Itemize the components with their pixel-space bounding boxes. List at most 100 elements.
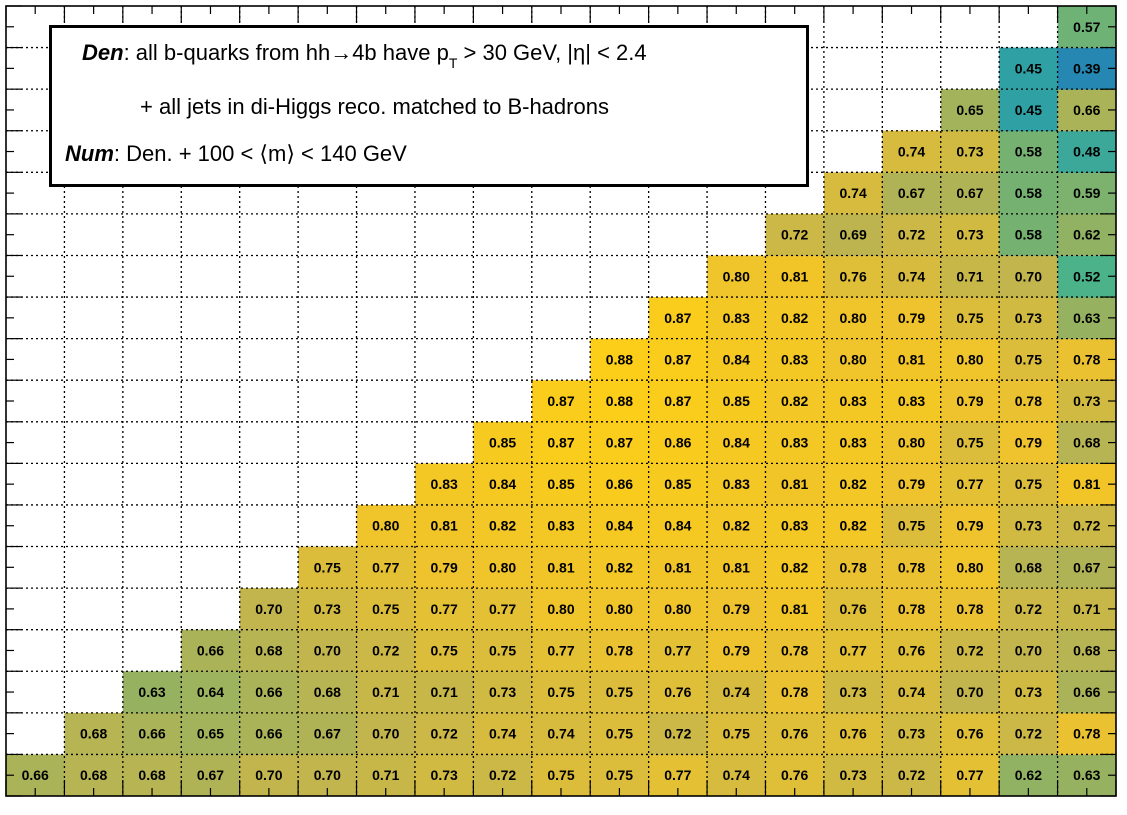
cell-value-label: 0.74: [547, 726, 574, 742]
heatmap-cell: [414, 463, 474, 506]
heatmap-cell: [1057, 338, 1117, 381]
heatmap-cell: [356, 504, 416, 548]
heatmap-cell: [1057, 89, 1117, 132]
cell-value-label: 0.75: [956, 310, 983, 326]
cell-value-label: 0.79: [898, 310, 925, 326]
heatmap-cell: [999, 172, 1059, 215]
heatmap-cell: [590, 421, 650, 464]
cell-value-label: 0.78: [956, 601, 983, 617]
heatmap-cell: [765, 671, 825, 714]
cell-value-label: 0.76: [839, 601, 866, 617]
den-line-2: + all jets in di-Higgs reco. matched to …: [140, 94, 609, 119]
heatmap-cell: [298, 671, 358, 714]
cell-value-label: 0.82: [723, 518, 750, 534]
cell-value-label: 0.75: [314, 559, 341, 575]
cell-value-label: 0.62: [1073, 227, 1100, 243]
cell-value-label: 0.78: [1015, 393, 1042, 409]
cell-value-label: 0.86: [664, 435, 691, 451]
cell-value-label: 0.66: [1073, 102, 1100, 118]
cell-value-label: 0.77: [372, 559, 399, 575]
cell-value-label: 0.76: [898, 642, 925, 658]
cell-value-label: 0.72: [372, 642, 399, 658]
heatmap-cell: [473, 463, 533, 506]
heatmap-cell: [298, 712, 358, 755]
cell-value-label: 0.79: [723, 601, 750, 617]
cell-value-label: 0.87: [547, 393, 574, 409]
heatmap-cell: [414, 712, 474, 755]
cell-value-label: 0.48: [1073, 144, 1100, 160]
cell-value-label: 0.88: [606, 393, 633, 409]
heatmap-cell: [882, 671, 942, 714]
heatmap-cell: [1057, 712, 1117, 755]
heatmap-cell: [765, 338, 825, 381]
cell-value-label: 0.73: [898, 726, 925, 742]
heatmap-cell: [1057, 588, 1117, 631]
heatmap-cell: [707, 671, 766, 714]
heatmap-cell: [999, 629, 1059, 672]
heatmap-cell: [1057, 47, 1117, 90]
cell-value-label: 0.72: [1015, 726, 1042, 742]
cell-value-label: 0.75: [606, 684, 633, 700]
cell-value-label: 0.68: [80, 726, 107, 742]
cell-value-label: 0.77: [664, 642, 691, 658]
cell-value-label: 0.75: [547, 684, 574, 700]
cell-value-label: 0.66: [1073, 684, 1100, 700]
heatmap-cell: [765, 213, 825, 256]
heatmap-cell: [765, 546, 825, 589]
heatmap-cell: [999, 712, 1059, 755]
heatmap-cell: [648, 546, 708, 589]
cell-value-label: 0.79: [431, 559, 458, 575]
cell-value-label: 0.73: [1015, 684, 1042, 700]
den-pt-subscript: T: [448, 55, 458, 71]
cell-value-label: 0.63: [1073, 767, 1100, 783]
cell-value-label: 0.87: [664, 351, 691, 367]
heatmap-cell: [765, 421, 825, 464]
cell-value-label: 0.72: [1015, 601, 1042, 617]
cell-value-label: 0.75: [956, 435, 983, 451]
cell-value-label: 0.80: [956, 351, 983, 367]
heatmap-cell: [999, 380, 1059, 423]
heatmap-cell: [239, 629, 299, 672]
cell-value-label: 0.57: [1073, 19, 1100, 35]
cell-value-label: 0.78: [1073, 726, 1100, 742]
heatmap-cell: [823, 546, 883, 589]
heatmap-cell: [823, 255, 883, 298]
cell-value-label: 0.71: [1073, 601, 1100, 617]
cell-value-label: 0.72: [664, 726, 691, 742]
heatmap-cell: [999, 421, 1059, 464]
heatmap-cell: [473, 712, 533, 755]
cell-value-label: 0.75: [1015, 351, 1042, 367]
cell-value-label: 0.84: [723, 351, 750, 367]
heatmap-cell: [1057, 504, 1117, 548]
heatmap-cell: [940, 172, 1000, 215]
cell-value-label: 0.82: [781, 310, 808, 326]
heatmap-cell: [882, 338, 942, 381]
cell-value-label: 0.83: [431, 476, 458, 492]
heatmap-cell: [122, 712, 182, 755]
cell-value-label: 0.71: [956, 268, 983, 284]
heatmap-cell: [940, 504, 1000, 548]
cell-value-label: 0.75: [898, 518, 925, 534]
heatmap-cell: [882, 130, 942, 173]
cell-value-label: 0.59: [1073, 185, 1100, 201]
cell-value-label: 0.68: [1073, 435, 1100, 451]
den-text-b: > 30 GeV, |η| < 2.4: [457, 40, 647, 65]
heatmap-cell: [531, 588, 591, 631]
heatmap-cell: [765, 255, 825, 298]
cell-value-label: 0.82: [781, 393, 808, 409]
heatmap-cell: [999, 89, 1059, 132]
heatmap-cell: [473, 504, 533, 548]
heatmap-cell: [590, 338, 650, 381]
heatmap-cell: [707, 712, 766, 755]
cell-value-label: 0.68: [255, 642, 282, 658]
cell-value-label: 0.70: [314, 642, 341, 658]
heatmap-cell: [882, 380, 942, 423]
cell-value-label: 0.81: [664, 559, 691, 575]
heatmap-cell: [648, 421, 708, 464]
cell-value-label: 0.65: [197, 726, 224, 742]
cell-value-label: 0.82: [839, 476, 866, 492]
heatmap-cell: [531, 712, 591, 755]
heatmap-cell: [531, 629, 591, 672]
cell-value-label: 0.75: [547, 767, 574, 783]
cell-value-label: 0.75: [489, 642, 516, 658]
